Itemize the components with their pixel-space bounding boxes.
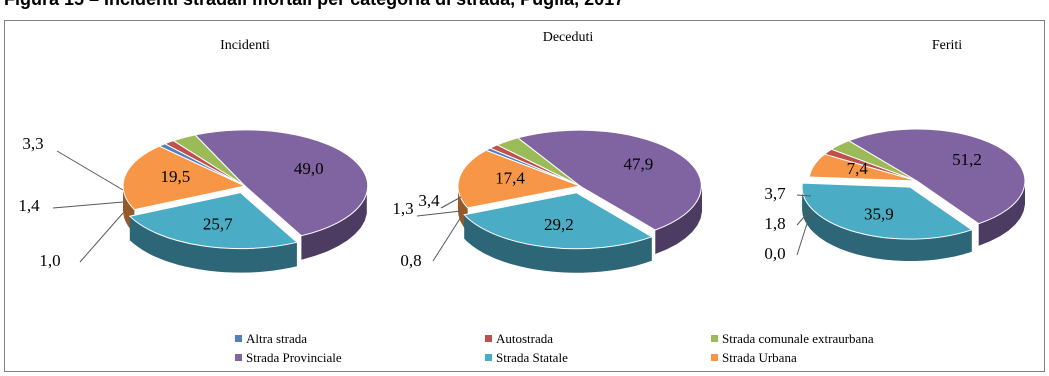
data-label-incidenti-strada-statale: 25,7 <box>203 214 233 233</box>
slice-feriti-strada-urbana <box>808 153 918 182</box>
pie-chart-deceduti: Deceduti 0,8 1,3 3,4 47,9 29,2 17,4 <box>392 30 702 273</box>
slice-side <box>802 188 972 261</box>
leader-line <box>56 150 124 191</box>
leader-line <box>79 212 124 263</box>
legend-swatch <box>485 335 492 342</box>
legend-label: Strada Urbana <box>722 350 797 365</box>
slice-top <box>457 149 582 209</box>
slice-side <box>978 182 1025 246</box>
slice-deceduti-strada-statale <box>463 192 653 273</box>
slice-top <box>122 145 247 211</box>
legend-swatch <box>235 335 242 342</box>
data-label-deceduti-strada-provinciale: 47,9 <box>624 155 654 174</box>
slice-top <box>516 129 702 231</box>
data-label-incidenti-strada-urbana: 19,5 <box>161 167 191 186</box>
data-label-incidenti-autostrada: 1,4 <box>18 196 40 215</box>
legend-swatch <box>711 335 718 342</box>
data-label-feriti-autostrada: 1,8 <box>764 214 785 233</box>
slice-top <box>847 128 1026 225</box>
data-label-feriti-strada-comunale-extraurbana: 3,7 <box>764 184 786 203</box>
slice-top <box>194 129 369 237</box>
legend-swatch <box>235 354 242 361</box>
data-label-deceduti-strada-statale: 29,2 <box>544 215 574 234</box>
data-label-incidenti-strada-provinciale: 49,0 <box>294 159 324 178</box>
legend-label: Strada comunale extraurbana <box>722 331 874 346</box>
slice-top <box>463 192 653 250</box>
chart-frame: Incidenti 1,0 1,4 3,3 49,0 25,7 19,5 Deceduti 0,… <box>4 20 1045 372</box>
slice-incidenti-strada-provinciale <box>194 129 369 260</box>
pie-title-incidenti: Incidenti <box>220 38 270 53</box>
legend-swatch <box>485 354 492 361</box>
slice-top <box>128 192 298 250</box>
data-label-incidenti-altra-strada: 1,0 <box>39 251 60 270</box>
pie-title-feriti: Feriti <box>932 38 962 53</box>
legend-item-strada-urbana: Strada Urbana <box>711 350 797 365</box>
slice-feriti-strada-provinciale <box>847 128 1026 246</box>
leader-line <box>432 216 462 262</box>
pie-charts: Incidenti 1,0 1,4 3,3 49,0 25,7 19,5 Deceduti 0,… <box>18 30 1026 365</box>
data-label-feriti-strada-statale: 35,9 <box>864 204 894 223</box>
data-label-feriti-strada-urbana: 7,4 <box>847 159 869 178</box>
data-label-deceduti-autostrada: 1,3 <box>392 199 413 218</box>
data-label-incidenti-strada-comunale-extraurbana: 3,3 <box>22 134 43 153</box>
leader-line <box>416 210 462 217</box>
slice-incidenti-strada-statale <box>128 192 298 273</box>
data-label-feriti-altra-strada: 0,0 <box>764 244 785 263</box>
legend-item-altra-strada: Altra strada <box>235 331 307 346</box>
leader-line <box>440 196 462 209</box>
data-label-deceduti-strada-urbana: 17,4 <box>495 168 525 187</box>
slice-top <box>801 182 973 240</box>
slice-side <box>129 216 297 273</box>
slice-side <box>464 214 652 273</box>
legend-label: Autostrada <box>496 331 553 346</box>
slice-feriti-strada-statale <box>801 182 973 261</box>
slice-side <box>655 187 702 254</box>
pie-chart-feriti: Feriti 0,0 1,8 3,7 51,2 35,9 7,4 <box>764 38 1026 263</box>
slice-deceduti-strada-provinciale <box>516 129 702 254</box>
legend: Altra strada Autostrada Strada comunale ex… <box>235 331 874 365</box>
legend-item-strada-provinciale: Strada Provinciale <box>235 350 342 365</box>
legend-label: Strada Provinciale <box>246 350 342 365</box>
leader-line <box>796 210 812 256</box>
leader-line <box>796 194 812 197</box>
data-label-deceduti-strada-comunale-extraurbana: 3,4 <box>418 191 440 210</box>
legend-item-autostrada: Autostrada <box>485 331 553 346</box>
figure-caption: Figura 15 – Incidenti stradali mortali p… <box>4 0 624 10</box>
legend-item-strada-comunale-extraurbana: Strada comunale extraurbana <box>711 331 874 346</box>
legend-label: Altra strada <box>246 331 307 346</box>
data-label-feriti-strada-provinciale: 51,2 <box>952 150 982 169</box>
leader-line <box>52 201 124 209</box>
data-label-deceduti-altra-strada: 0,8 <box>400 251 421 270</box>
legend-label: Strada Statale <box>496 350 568 365</box>
legend-swatch <box>711 354 718 361</box>
pie-chart-incidenti: Incidenti 1,0 1,4 3,3 49,0 25,7 19,5 <box>18 38 369 273</box>
slice-top <box>808 153 918 182</box>
legend-item-strada-statale: Strada Statale <box>485 350 568 365</box>
pie-title-deceduti: Deceduti <box>543 30 594 45</box>
leader-line <box>796 208 812 226</box>
